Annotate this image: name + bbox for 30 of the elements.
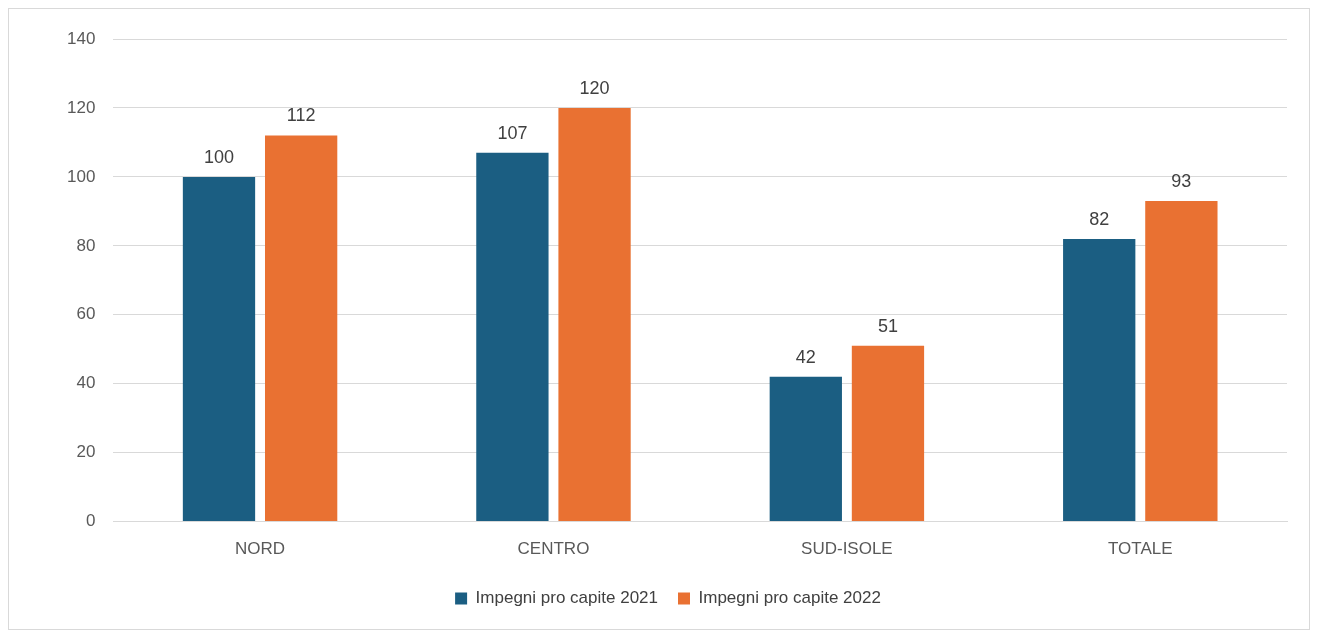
y-tick-label: 140 bbox=[66, 28, 96, 48]
bar bbox=[558, 107, 631, 522]
y-tick-label: 40 bbox=[76, 373, 96, 393]
x-tick-label: TOTALE bbox=[1108, 539, 1173, 559]
x-tick-label: CENTRO bbox=[517, 539, 590, 559]
data-label: 100 bbox=[203, 146, 235, 167]
x-tick-label: SUD-ISOLE bbox=[801, 539, 893, 559]
bar bbox=[476, 152, 549, 522]
data-label: 120 bbox=[579, 77, 610, 98]
data-label: 42 bbox=[795, 346, 816, 367]
y-tick-label: 100 bbox=[66, 166, 96, 186]
bar bbox=[1063, 238, 1136, 522]
y-tick-label: 80 bbox=[76, 235, 96, 255]
y-tick-label: 120 bbox=[66, 97, 96, 117]
y-tick-label: 20 bbox=[76, 442, 96, 462]
x-tick-label: NORD bbox=[235, 539, 286, 559]
y-tick-label: 0 bbox=[85, 511, 96, 531]
bar bbox=[265, 135, 338, 522]
bar bbox=[769, 376, 842, 522]
bar bbox=[851, 345, 925, 522]
data-label: 107 bbox=[497, 122, 528, 143]
legend-label: Impegni pro capite 2022 bbox=[698, 588, 881, 608]
data-label: 82 bbox=[1089, 208, 1110, 229]
legend-label: Impegni pro capite 2021 bbox=[475, 588, 658, 608]
data-label: 51 bbox=[877, 315, 898, 336]
bar bbox=[1145, 201, 1218, 522]
data-label: 93 bbox=[1171, 170, 1192, 191]
data-label: 112 bbox=[286, 105, 316, 126]
bar bbox=[182, 176, 256, 522]
y-tick-label: 60 bbox=[76, 304, 96, 324]
